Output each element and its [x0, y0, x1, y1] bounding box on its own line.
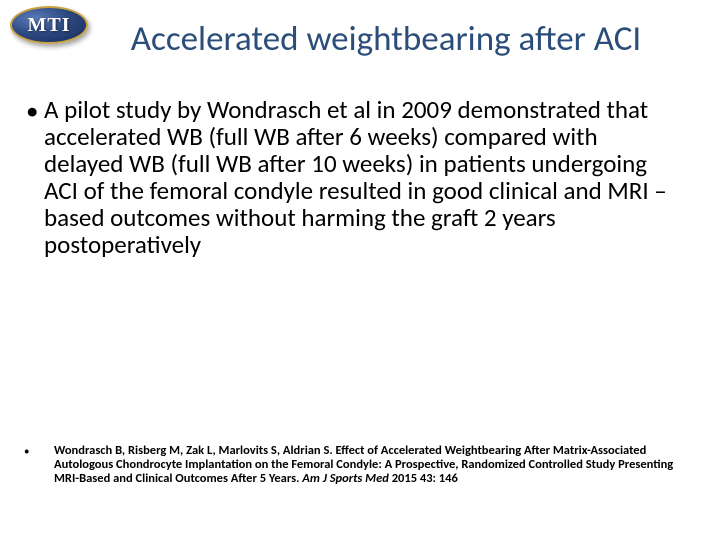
citation-text: Wondrasch B, Risberg M, Zak L, Marlovits… [54, 444, 682, 486]
logo: MTI [10, 6, 88, 44]
slide-title: Accelerated weightbearing after ACI [82, 18, 690, 60]
citation-ref: 2015 43: 146 [392, 471, 458, 486]
citation-journal: Am J Sports Med [302, 471, 391, 486]
body-text-block: • A pilot study by Wondrasch et al in 20… [26, 96, 680, 258]
slide: MTI Accelerated weightbearing after ACI … [0, 0, 720, 540]
logo-text: MTI [28, 14, 71, 37]
body-text: A pilot study by Wondrasch et al in 2009… [44, 96, 680, 258]
citation-bullet: • Wondrasch B, Risberg M, Zak L, Marlovi… [24, 444, 682, 486]
body-bullet: • A pilot study by Wondrasch et al in 20… [26, 96, 680, 258]
bullet-icon: • [26, 96, 44, 124]
logo-oval: MTI [10, 6, 88, 44]
citation-block: • Wondrasch B, Risberg M, Zak L, Marlovi… [24, 444, 682, 486]
citation-authors: Wondrasch B, Risberg M, Zak L, Marlovits… [54, 443, 336, 458]
bullet-icon: • [24, 444, 54, 458]
